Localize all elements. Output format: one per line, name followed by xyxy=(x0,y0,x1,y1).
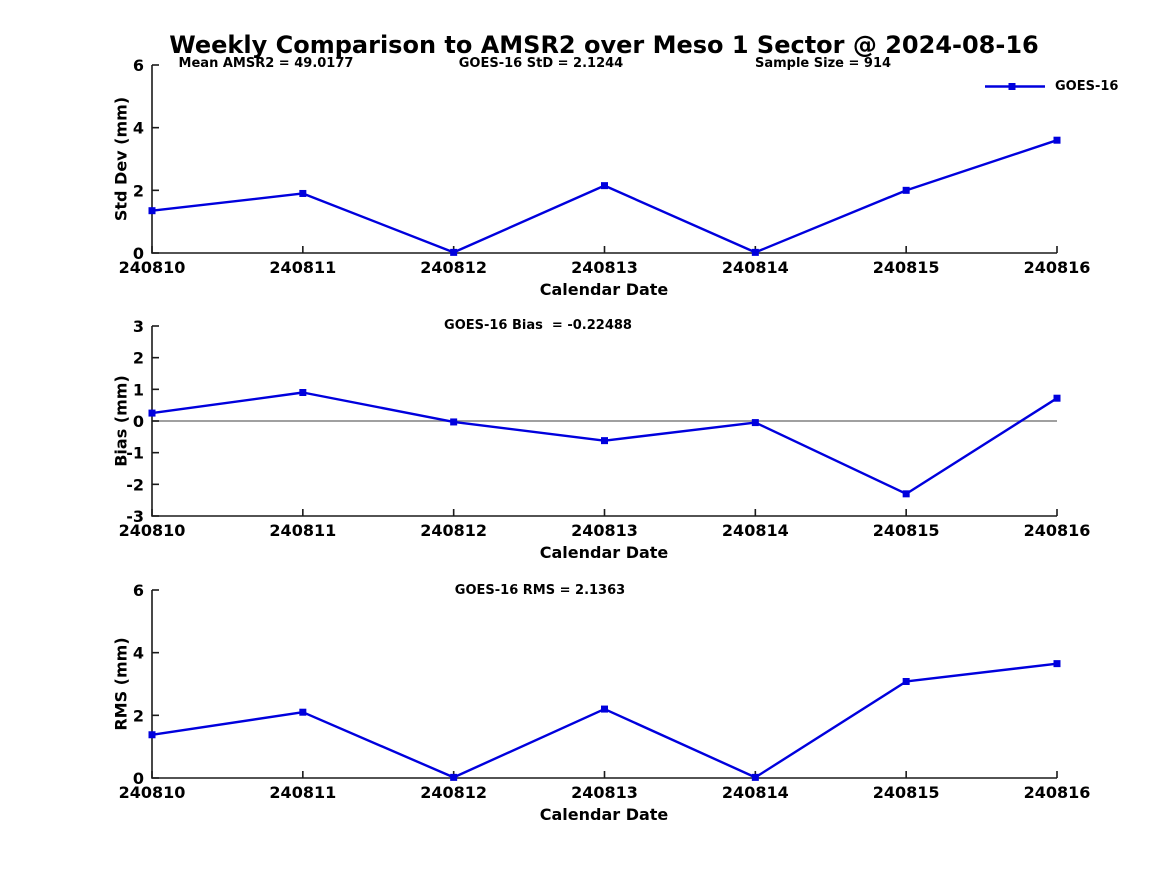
std_dev-data-marker xyxy=(902,186,910,194)
annotation-goes16-rms: GOES-16 RMS = 2.1363 xyxy=(454,583,626,598)
std_dev-x-tick-label: 240812 xyxy=(420,258,487,277)
rms-data-marker xyxy=(1053,660,1061,668)
std_dev-data-marker xyxy=(148,207,156,215)
rms-data-marker xyxy=(902,677,910,685)
std_dev-y-tick-label: 2 xyxy=(133,181,144,200)
std_dev-y-tick-label: 0 xyxy=(133,244,144,263)
bias-xaxis-title: Calendar Date xyxy=(539,543,669,562)
rms-axes xyxy=(151,590,1057,779)
annotation-goes16-bias: GOES-16 Bias = -0.22488 xyxy=(444,318,632,333)
rms-x-tick-label: 240813 xyxy=(571,783,638,802)
std_dev-series-line xyxy=(151,139,1058,254)
rms-x-tick-label: 240815 xyxy=(873,783,940,802)
std_dev-x-tick-label: 240814 xyxy=(722,258,789,277)
bias-y-tick-label: -2 xyxy=(126,475,144,494)
rms-x-tick-label: 240810 xyxy=(119,783,186,802)
rms-x-tick-label: 240814 xyxy=(722,783,789,802)
bias-x-tick-label: 240812 xyxy=(420,521,487,540)
std_dev-y-tick-label: 6 xyxy=(133,56,144,75)
bias-x-tick-label: 240810 xyxy=(119,521,186,540)
bias-y-tick-label: 0 xyxy=(133,412,144,431)
rms-data-marker xyxy=(601,705,608,713)
legend-label: GOES-16 xyxy=(1055,79,1119,94)
bias-y-tick-label: -1 xyxy=(126,444,144,463)
rms-xaxis-title: Calendar Date xyxy=(539,805,669,824)
rms-x-tick-label: 240811 xyxy=(269,783,336,802)
std_dev-data-marker xyxy=(450,248,458,256)
bias-data-marker xyxy=(902,490,910,498)
std_dev-x-tick-label: 240811 xyxy=(269,258,336,277)
rms-axis-label: RMS (mm) xyxy=(111,637,131,731)
annotation-goes16-std: GOES-16 StD = 2.1244 xyxy=(458,56,624,71)
bias-x-tick-label: 240815 xyxy=(873,521,940,540)
bias-x-tick-label: 240813 xyxy=(571,521,638,540)
rms-y-tick-label: 6 xyxy=(133,581,144,600)
std_dev-x-tick-label: 240813 xyxy=(571,258,638,277)
bias-y-tick-label: 3 xyxy=(133,317,144,336)
std_dev-data-marker xyxy=(299,189,307,197)
bias-data-marker xyxy=(1053,394,1061,402)
figure-title: Weekly Comparison to AMSR2 over Meso 1 S… xyxy=(169,31,1039,59)
rms-data-marker xyxy=(751,773,759,781)
bias-data-marker xyxy=(751,419,759,427)
rms-y-tick-label: 4 xyxy=(133,644,144,663)
rms-data-marker xyxy=(450,773,458,781)
rms-data-marker xyxy=(148,731,156,739)
rms-series-line xyxy=(151,662,1058,779)
rms-y-tick-label: 2 xyxy=(133,706,144,725)
bias-x-tick-label: 240811 xyxy=(269,521,336,540)
bias-x-tick-label: 240814 xyxy=(722,521,789,540)
bias-x-tick-label: 240816 xyxy=(1024,521,1091,540)
rms-data-marker xyxy=(299,708,307,716)
std_dev-axes xyxy=(151,65,1057,254)
bias-y-tick-label: 1 xyxy=(133,380,144,399)
std_dev-x-tick-label: 240816 xyxy=(1024,258,1091,277)
bias-data-marker xyxy=(601,437,608,445)
std_dev-y-tick-label: 4 xyxy=(133,119,144,138)
legend: GOES-16 xyxy=(985,79,1118,94)
bias-y-tick-label: 2 xyxy=(133,349,144,368)
bias-data-marker xyxy=(148,409,156,417)
bias-data-marker xyxy=(299,389,307,396)
std_dev-data-marker xyxy=(1053,136,1061,144)
legend-line-marker-icon xyxy=(985,83,1045,90)
rms-y-tick-label: 0 xyxy=(133,769,144,788)
stddev-axis-label: Std Dev (mm) xyxy=(111,96,131,222)
annotation-mean-amsr2: Mean AMSR2 = 49.0177 xyxy=(178,56,354,71)
rms-x-tick-label: 240816 xyxy=(1024,783,1091,802)
bias-data-marker xyxy=(450,418,458,426)
std_dev-x-tick-label: 240815 xyxy=(873,258,940,277)
bias-y-tick-label: -3 xyxy=(126,507,144,526)
std_dev-x-tick-label: 240810 xyxy=(119,258,186,277)
std_dev-data-marker xyxy=(601,182,608,190)
rms-x-tick-label: 240812 xyxy=(420,783,487,802)
stddev-xaxis-title: Calendar Date xyxy=(539,280,669,299)
bias-axis-label: Bias (mm) xyxy=(111,375,131,467)
annotation-sample-size: Sample Size = 914 xyxy=(754,56,892,71)
std_dev-data-marker xyxy=(751,248,759,256)
